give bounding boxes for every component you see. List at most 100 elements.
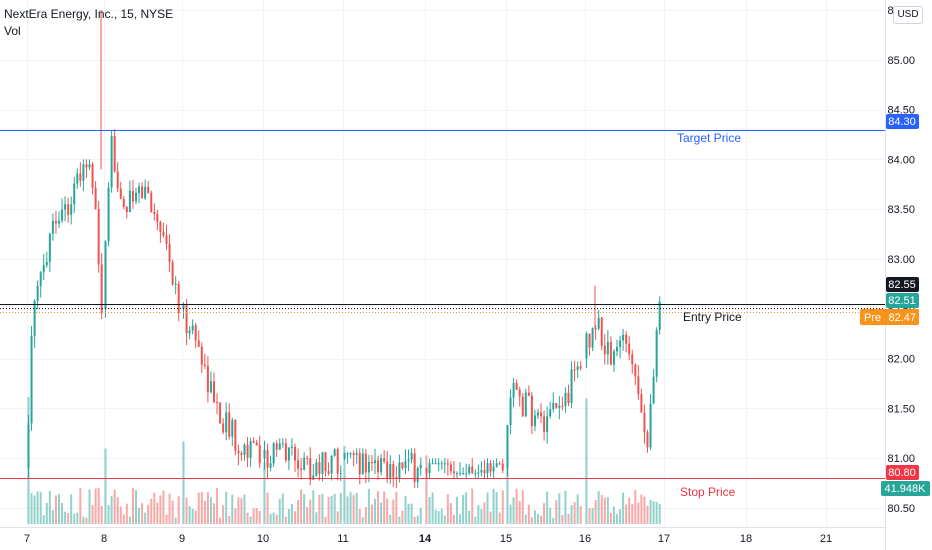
candle-body xyxy=(263,449,266,459)
candle-body xyxy=(437,463,440,465)
volume-bar xyxy=(122,514,125,524)
candle-body xyxy=(570,369,573,404)
target-price-badge xyxy=(886,114,919,129)
volume-bar xyxy=(459,514,462,524)
candle-body xyxy=(249,441,252,458)
volume-bar xyxy=(612,506,615,524)
candle-body xyxy=(113,136,116,172)
volume-bar xyxy=(312,490,315,524)
candle-body xyxy=(194,325,197,341)
candle-body xyxy=(600,317,603,346)
volume-bar xyxy=(97,488,100,524)
volume-bar xyxy=(386,498,389,524)
volume-bar xyxy=(649,499,652,524)
volume-bar xyxy=(646,505,649,524)
candle-body xyxy=(501,463,504,471)
candle-body xyxy=(537,412,539,416)
volume-bar xyxy=(174,517,177,524)
candle-body xyxy=(518,389,521,397)
chart-grid xyxy=(0,0,885,527)
volume-bar xyxy=(600,494,603,524)
candle-body xyxy=(383,458,386,462)
volume-bar xyxy=(237,497,240,524)
candle-body xyxy=(231,419,234,437)
volume-bar xyxy=(203,500,206,524)
volume-bar xyxy=(113,489,116,524)
candle-body xyxy=(612,351,615,365)
price-tick-label: 85.00 xyxy=(887,55,915,67)
time-tick-label: 7 xyxy=(24,533,30,545)
volume-legend[interactable]: Vol xyxy=(4,24,21,38)
volume-bar xyxy=(543,503,546,524)
candle-body xyxy=(135,192,137,202)
volume-bar xyxy=(272,512,275,524)
volume-bar xyxy=(219,517,222,524)
volume-bar xyxy=(64,511,67,524)
volume-bar xyxy=(474,516,477,524)
candle-body xyxy=(48,233,51,262)
candle-body xyxy=(191,325,194,331)
candle-body xyxy=(524,392,527,417)
volume-bar xyxy=(119,506,122,524)
candle-body xyxy=(655,329,658,377)
candle-body xyxy=(561,405,564,407)
volume-bar xyxy=(42,515,45,524)
volume-bar xyxy=(416,515,419,524)
candle-body xyxy=(237,450,240,454)
volume-bar xyxy=(570,505,573,524)
candle-body xyxy=(150,192,153,212)
candle-body xyxy=(177,283,180,313)
volume-bar xyxy=(367,488,370,524)
symbol-title[interactable]: NextEra Energy, Inc., 15, NYSE xyxy=(4,7,174,21)
volume-bar xyxy=(380,502,383,524)
volume-bar xyxy=(67,513,70,524)
currency-button[interactable]: USD xyxy=(893,6,923,24)
candle-body xyxy=(374,460,376,464)
volume-bar xyxy=(197,492,200,524)
candle-body xyxy=(119,188,122,199)
volume-bar xyxy=(515,488,518,524)
volume-bar xyxy=(82,516,85,524)
candle-body xyxy=(162,231,165,236)
volume-bar xyxy=(401,510,404,524)
candle-body xyxy=(646,432,649,448)
candle-body xyxy=(79,173,82,181)
volume-bar xyxy=(591,508,594,524)
volume-bar xyxy=(413,516,416,524)
price-tick-label: 84.50 xyxy=(887,105,915,117)
volume-bar xyxy=(290,503,293,524)
volume-bar xyxy=(567,513,570,524)
candle-body xyxy=(240,453,243,455)
volume-bar xyxy=(306,507,309,524)
candle-body xyxy=(116,171,119,189)
volume-bar xyxy=(125,503,128,524)
volume-bar xyxy=(628,498,631,524)
candle-body xyxy=(367,461,370,473)
volume-bar xyxy=(258,510,261,524)
candle-body xyxy=(567,392,570,404)
volume-bar xyxy=(339,492,342,524)
candle-body xyxy=(480,470,483,473)
candle-body xyxy=(234,419,237,451)
candle-body xyxy=(616,347,618,352)
candle-body xyxy=(425,468,428,474)
volume-bar xyxy=(622,492,625,524)
volume-bar xyxy=(533,510,536,524)
candle-body xyxy=(489,463,492,472)
volume-bar xyxy=(234,508,237,524)
volume-bar xyxy=(266,492,269,524)
candle-body xyxy=(138,186,141,193)
candle-body xyxy=(330,455,333,474)
candle-body xyxy=(197,340,200,347)
volume-bar xyxy=(263,462,266,524)
volume-bar xyxy=(609,512,612,524)
candle-body xyxy=(153,211,156,214)
volume-bar xyxy=(468,510,471,524)
volume-bar xyxy=(94,488,97,524)
candle-body xyxy=(413,453,416,482)
volume-bar xyxy=(456,496,458,524)
candle-body xyxy=(416,468,419,482)
candle-body xyxy=(27,423,30,469)
candle-body xyxy=(45,261,48,266)
